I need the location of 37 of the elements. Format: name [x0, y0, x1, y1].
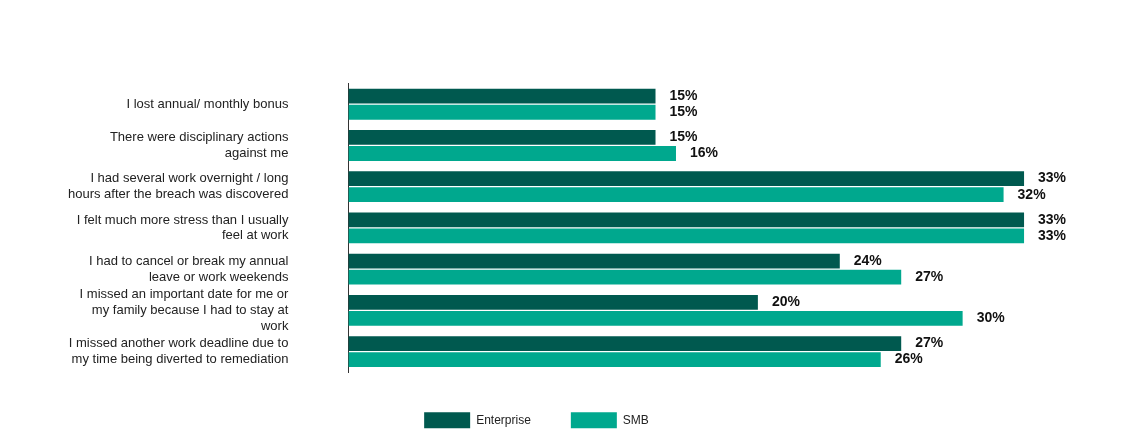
- bar: [348, 212, 1025, 228]
- bar: [348, 171, 1025, 187]
- bar: [348, 187, 1004, 203]
- y-tick-label: I missed another work deadline due to my time being diverted to remediation: [68, 335, 289, 366]
- bar: [348, 336, 902, 351]
- y-tick-label: I had several work overnight / long hours after the breach was discovered: [67, 170, 289, 202]
- data-label: 32%: [1017, 185, 1047, 202]
- data-label: 15%: [669, 87, 699, 104]
- bar: [348, 228, 1025, 244]
- data-label: 24%: [853, 251, 883, 268]
- data-label: 15%: [669, 103, 699, 120]
- bar: [348, 294, 758, 310]
- bar: [348, 352, 881, 368]
- legend-label: Enterprise: [476, 412, 532, 427]
- data-label: 30%: [976, 309, 1006, 326]
- data-label: 27%: [915, 334, 944, 351]
- y-tick-label: There were disciplinary actions against me: [109, 129, 289, 160]
- bar: [348, 253, 840, 269]
- y-tick-label: I had to cancel or break my annual leave or work weekends: [88, 252, 289, 284]
- bar: [348, 104, 656, 120]
- data-label: 33%: [1038, 210, 1067, 227]
- y-tick-label: I lost annual/ monthly bonus: [126, 95, 289, 111]
- bar: [348, 88, 656, 104]
- data-label: 33%: [1038, 169, 1067, 186]
- data-label: 15%: [669, 128, 699, 145]
- bar: [348, 130, 656, 145]
- bar: [348, 146, 676, 161]
- y-tick-label: I missed an important date for me or my family because I had to stay at work: [79, 286, 290, 333]
- data-label: 26%: [894, 350, 924, 367]
- bar: [348, 269, 902, 285]
- data-label: 20%: [771, 293, 801, 310]
- data-label: 33%: [1038, 226, 1067, 243]
- bar: [348, 311, 963, 326]
- data-label: 27%: [915, 268, 944, 285]
- legend-label: SMB: [622, 412, 649, 427]
- y-tick-label: I felt much more stress than I usually feel at work: [76, 211, 289, 243]
- data-label: 16%: [689, 144, 719, 161]
